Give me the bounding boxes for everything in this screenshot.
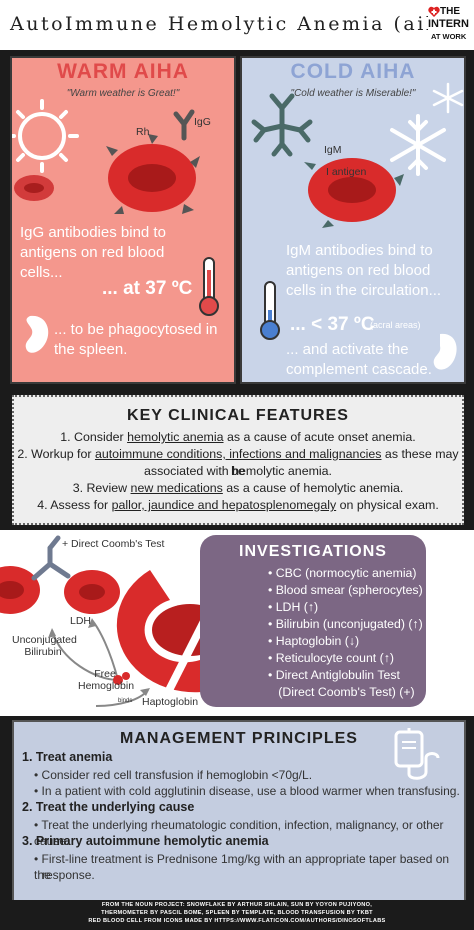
spleen-icon xyxy=(25,315,49,353)
investigation-item: • Haptoglobin (↓) xyxy=(268,634,360,648)
red-blood-cell-icon xyxy=(106,134,200,214)
binds-label: binds xyxy=(118,698,133,704)
header-bar: AutoImmune Hemolytic Anemia (aiha) THE I… xyxy=(0,0,474,50)
management-heading-3: 3. Primary autoimmune hemolytic anemia xyxy=(22,834,269,848)
cold-text-1: IgM antibodies bind to antigens on red b… xyxy=(286,242,442,299)
red-blood-cell-icon xyxy=(304,158,404,228)
thermometer-cold-icon xyxy=(260,281,280,340)
management-item: • In a patient with cold agglutinin dise… xyxy=(34,784,460,798)
sun-icon xyxy=(12,99,79,173)
credits-footer: FROM THE NOUN PROJECT: SNOWFLAKE BY ARTH… xyxy=(0,900,474,930)
haptoglobin-label: Haptoglobin xyxy=(142,696,199,708)
warm-illustration xyxy=(12,99,200,214)
item1-underlined: hemolytic anemia xyxy=(127,430,224,444)
warm-temp: ... at 37 ºC xyxy=(102,278,193,299)
item1-post: as a cause of acute onset anemia. xyxy=(223,430,416,444)
rh-label: Rh xyxy=(136,126,150,138)
cold-aiha-panel: COLD AIHA "Cold weather is Miserable!" I… xyxy=(240,56,466,384)
clinical-item-2-cont: associated with hemolytic anemia. xyxy=(143,464,332,478)
warm-quote: "Warm weather is Great!" xyxy=(66,88,180,99)
investigation-item: • Blood smear (spherocytes) xyxy=(268,583,423,597)
investigation-item: • LDH (↑) xyxy=(268,600,319,614)
item1-pre: 1. Consider xyxy=(60,430,128,444)
cold-heading: COLD AIHA xyxy=(290,60,416,83)
investigation-item: • CBC (normocytic anemia) xyxy=(268,566,417,580)
cold-temp-note: (acral areas) xyxy=(370,320,421,330)
investigations-title: INVESTIGATIONS xyxy=(239,543,387,560)
warm-text-1: IgG antibodies bind to antigens on red b… xyxy=(20,224,166,281)
management-title: MANAGEMENT PRINCIPLES xyxy=(120,730,358,747)
ldh-label: LDH xyxy=(70,615,92,627)
item2-underlined: autoimmune conditions, infections and ma… xyxy=(94,447,382,461)
credits-line-3: RED BLOOD CELL FROM ICONS MADE BY HTTPS:… xyxy=(88,918,386,924)
item4-underlined: pallor, jaundice and hepatosplenomegaly xyxy=(111,498,337,512)
heart-cross-icon xyxy=(428,6,440,17)
clinical-item-2: 2. Workup for autoimmune conditions, inf… xyxy=(14,446,462,480)
igm-antibody-icon xyxy=(251,93,313,157)
red-blood-cell-icon xyxy=(64,570,120,614)
item3-underlined: new medications xyxy=(130,481,223,495)
hemoglobin-icon xyxy=(113,672,130,685)
item2-pre: 2. Workup for xyxy=(17,447,95,461)
warm-text-2: ... to be phagocytosed in the spleen. xyxy=(54,321,218,358)
cold-text-2: ... and activate the complement cascade. xyxy=(286,341,432,378)
complement-icon xyxy=(433,333,457,370)
item4-pre: 4. Assess for xyxy=(37,498,112,512)
logo-text-the: THE xyxy=(440,6,460,17)
item2-post: as these may be xyxy=(231,447,459,478)
igg-antibody-icon xyxy=(173,109,195,141)
cold-temp: ... < 37 ºC xyxy=(290,314,375,335)
i-antigen-label: I antigen xyxy=(326,166,367,178)
key-clinical-title: KEY CLINICAL FEATURES xyxy=(127,407,349,424)
investigation-item: • Reticulocyte count (↑) xyxy=(268,651,394,665)
snowflake-icon-small xyxy=(432,82,464,114)
management-item: • Treat the underlying rheumatologic con… xyxy=(34,818,444,848)
cold-quote: "Cold weather is Miserable!" xyxy=(290,88,416,99)
warm-aiha-panel: WARM AIHA "Warm weather is Great!" Rh xyxy=(10,56,236,384)
logo-text-at-work: AT WORK xyxy=(431,32,467,41)
management-item: • First-line treatment is Prednisone 1mg… xyxy=(34,852,450,882)
cold-illustration xyxy=(251,82,464,228)
credits-line-1: FROM THE NOUN PROJECT: SNOWFLAKE BY ARTH… xyxy=(101,902,373,908)
unconjugated-bilirubin-label: Unconjugated Bilirubin xyxy=(12,634,77,658)
clinical-item-1: 1. Consider hemolytic anemia as a cause … xyxy=(14,429,462,446)
snowflake-icon xyxy=(390,114,446,176)
thermometer-hot-icon xyxy=(199,257,219,316)
clinical-item-3: 3. Review new medications as a cause of … xyxy=(14,480,462,497)
page-title: AutoImmune Hemolytic Anemia (aiha) xyxy=(10,13,465,35)
investigations-box: INVESTIGATIONS • CBC (normocytic anemia)… xyxy=(200,535,426,707)
management-principles-box: MANAGEMENT PRINCIPLES 1. Treat anemia • … xyxy=(12,720,466,902)
investigation-item: • Direct Antiglobulin Test xyxy=(268,668,400,682)
antibody-bridge-icon xyxy=(31,535,71,581)
igg-label: IgG xyxy=(194,116,211,128)
management-heading-1: 1. Treat anemia xyxy=(22,750,113,764)
red-blood-cell-icon xyxy=(0,566,40,614)
investigation-item: (Direct Coomb's Test) (+) xyxy=(268,685,415,699)
item4-post: on physical exam. xyxy=(336,498,439,512)
free-hemoglobin-label: Free Hemoglobin xyxy=(78,668,135,692)
warm-heading: WARM AIHA xyxy=(57,60,189,83)
item3-pre: 3. Review xyxy=(72,481,131,495)
investigation-item: • Bilirubin (unconjugated) (↑) xyxy=(268,617,423,631)
the-intern-at-work-logo: THE INTERN AT WORK xyxy=(428,4,472,46)
management-item: • Consider red cell transfusion if hemog… xyxy=(34,768,313,782)
management-heading-2: 2. Treat the underlying cause xyxy=(22,800,195,814)
clinical-item-4: 4. Assess for pallor, jaundice and hepat… xyxy=(14,497,462,514)
igm-label: IgM xyxy=(324,144,342,156)
item3-post: as a cause of hemolytic anemia. xyxy=(222,481,404,495)
blood-transfusion-icon xyxy=(394,728,440,780)
key-clinical-features-box: KEY CLINICAL FEATURES 1. Consider hemoly… xyxy=(12,395,464,525)
logo-text-intern: INTERN xyxy=(428,18,469,30)
management-item: response. xyxy=(42,868,95,882)
direct-coombs-label: + Direct Coomb's Test xyxy=(62,538,165,550)
credits-line-2: THERMOMETER BY PASCIL BOME, SPLEEN BY TE… xyxy=(101,910,373,916)
